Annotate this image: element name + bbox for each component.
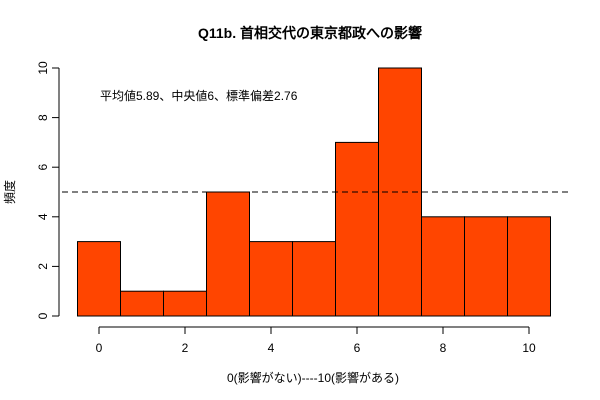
y-tick-label: 4 bbox=[36, 213, 50, 220]
x-axis: 0 2 4 6 8 10 bbox=[96, 326, 536, 355]
x-tick-label: 0 bbox=[96, 341, 103, 355]
histogram-bar bbox=[507, 216, 551, 317]
histogram-bar bbox=[292, 241, 336, 317]
y-tick-label: 8 bbox=[36, 114, 50, 121]
y-tick-label: 2 bbox=[36, 263, 50, 270]
histogram-bar bbox=[249, 241, 293, 317]
histogram-bar bbox=[163, 290, 207, 317]
y-tick-label: 0 bbox=[36, 312, 50, 319]
x-tick-label: 10 bbox=[522, 341, 536, 355]
x-tick-label: 6 bbox=[354, 341, 361, 355]
histogram-bar bbox=[206, 191, 250, 317]
chart-title: Q11b. 首相交代の東京都政への影響 bbox=[198, 25, 422, 41]
histogram-bar bbox=[335, 141, 379, 317]
x-axis-label: 0(影響がない)----10(影響がある) bbox=[227, 370, 399, 385]
histogram-bar bbox=[464, 216, 508, 317]
y-axis: 0 2 4 6 8 10 bbox=[36, 61, 60, 319]
x-tick-label: 4 bbox=[268, 341, 275, 355]
histogram-bar bbox=[120, 290, 164, 317]
histogram-bar bbox=[77, 241, 121, 317]
y-tick-label: 6 bbox=[36, 164, 50, 171]
y-axis-label: 頻度 bbox=[2, 180, 17, 204]
x-tick-label: 2 bbox=[182, 341, 189, 355]
x-tick-label: 8 bbox=[440, 341, 447, 355]
bars-group bbox=[77, 67, 551, 317]
y-tick-label: 10 bbox=[36, 61, 50, 75]
histogram-bar bbox=[421, 216, 465, 317]
stats-annotation: 平均値5.89、中央値6、標準偏差2.76 bbox=[100, 88, 298, 103]
